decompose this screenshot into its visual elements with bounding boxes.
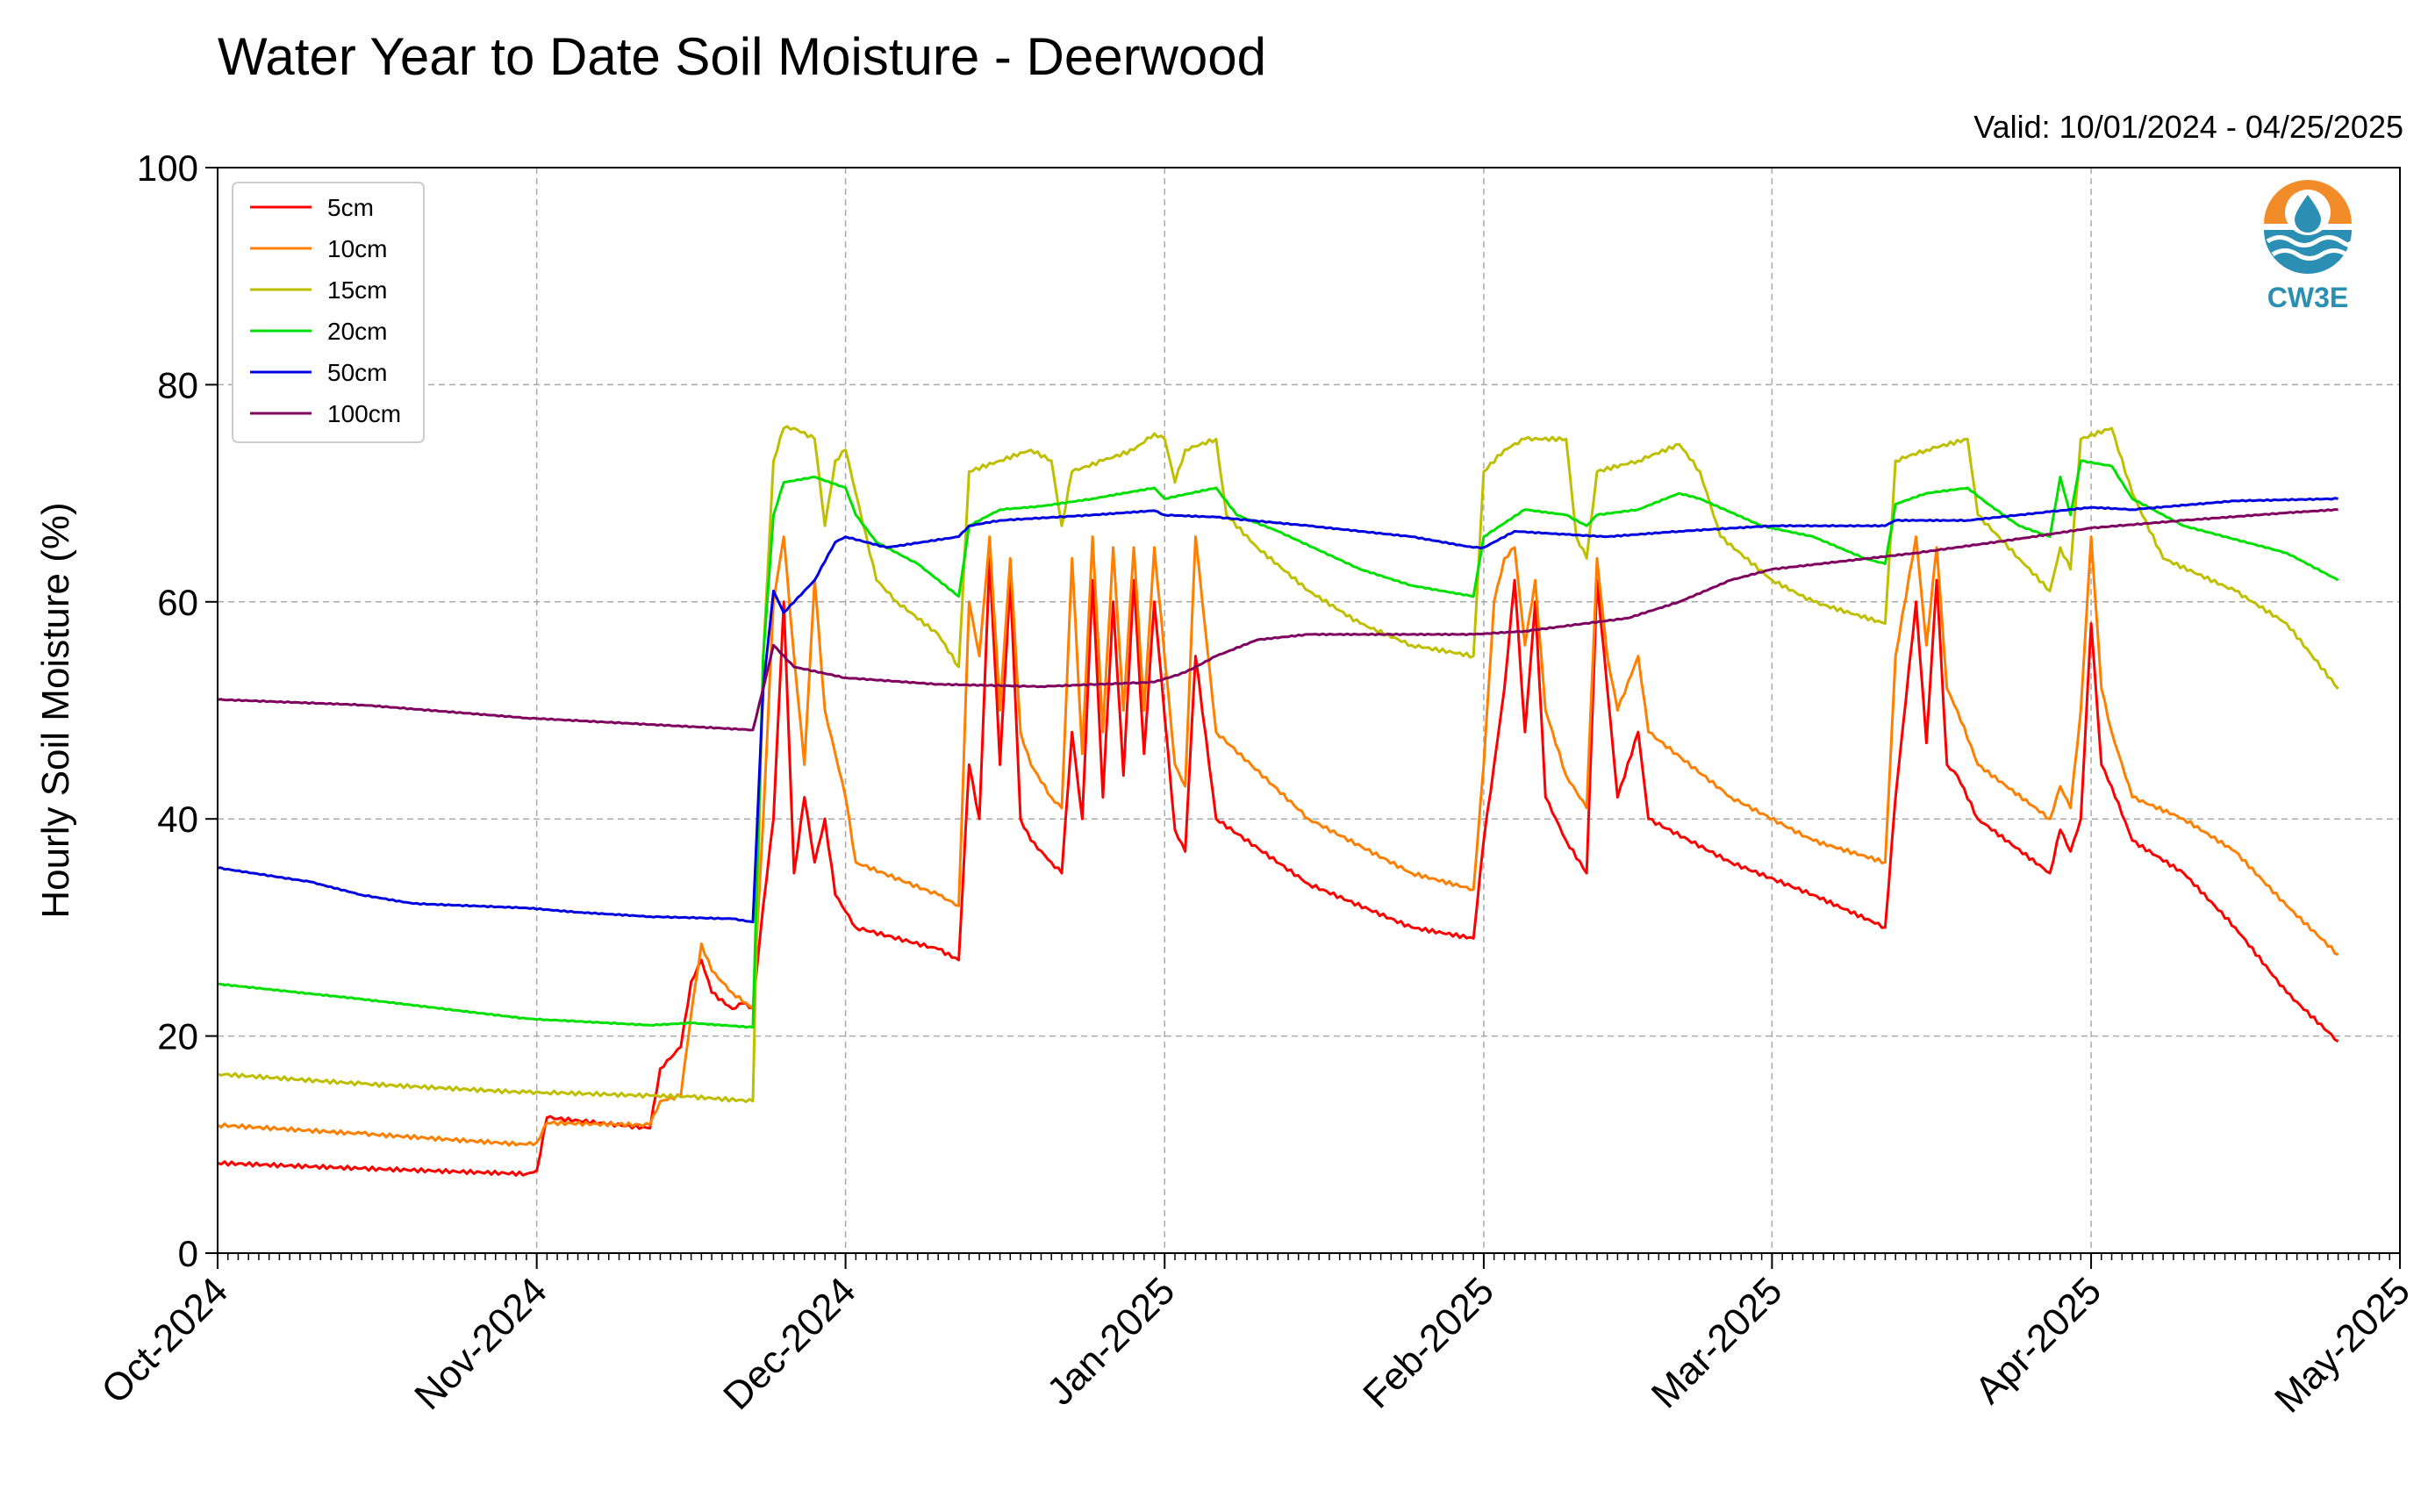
cw3e-logo: CW3E (2264, 180, 2353, 313)
x-tick-label: Dec-2024 (715, 1269, 864, 1418)
x-tick-label: May-2025 (2267, 1269, 2418, 1421)
legend-label: 100cm (327, 400, 401, 427)
axes: 0 20 40 60 80 100 Oct-2024 Nov-2024 Dec-2024 Jan-… (93, 147, 2418, 1421)
x-tick-label: Jan-2025 (1039, 1269, 1183, 1413)
series-line-20cm (217, 459, 2339, 1029)
series-line-100cm (217, 508, 2338, 732)
x-tick-label: Nov-2024 (406, 1269, 555, 1418)
y-tick-label: 40 (157, 799, 198, 840)
valid-date-range: Valid: 10/01/2024 - 04/25/2025 (1973, 109, 2403, 145)
y-axis-label: Hourly Soil Moisture (%) (34, 502, 77, 918)
chart-title: Water Year to Date Soil Moisture - Deerw… (218, 27, 1266, 86)
plot-frame (217, 167, 2401, 1254)
y-tick-label: 0 (178, 1233, 198, 1274)
legend-label: 5cm (327, 194, 374, 221)
logo-text: CW3E (2267, 282, 2348, 313)
legend-label: 50cm (327, 359, 387, 386)
x-tick-label: Mar-2025 (1644, 1269, 1791, 1416)
legend: 5cm 10cm 15cm 20cm 50cm 100cm (232, 182, 425, 443)
x-tick-label: Feb-2025 (1355, 1269, 1502, 1416)
grid-lines (218, 168, 2400, 1253)
water-drop-logo-icon (2264, 180, 2353, 274)
series-line-5cm (217, 556, 2339, 1177)
series-line-50cm (218, 497, 2338, 924)
y-tick-label: 80 (157, 364, 198, 405)
legend-label: 10cm (327, 235, 387, 262)
legend-label: 20cm (327, 318, 387, 345)
y-tick-label: 60 (157, 582, 198, 623)
legend-label: 15cm (327, 276, 387, 304)
x-tick-label: Apr-2025 (1966, 1269, 2109, 1412)
x-tick-label: Oct-2024 (93, 1269, 236, 1412)
series-lines (217, 425, 2339, 1177)
y-tick-label: 100 (137, 147, 198, 189)
series-line-10cm (217, 535, 2339, 1147)
y-tick-label: 20 (157, 1016, 198, 1057)
series-line-15cm (217, 425, 2339, 1104)
